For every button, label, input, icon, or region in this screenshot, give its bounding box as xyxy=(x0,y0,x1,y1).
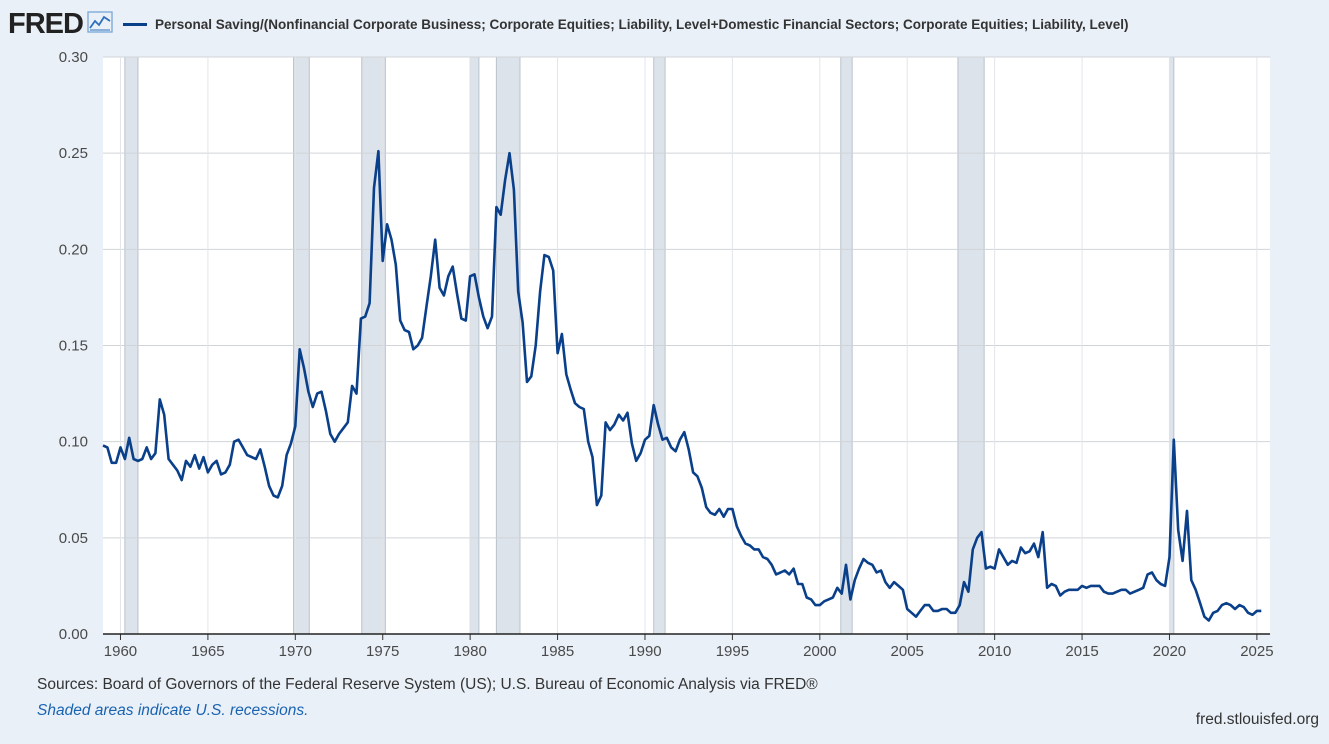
series-line[interactable] xyxy=(102,149,1262,622)
y-tick-label: 0.00 xyxy=(59,626,88,643)
y-tick-label: 0.05 xyxy=(59,530,88,547)
x-tick-label: 1965 xyxy=(191,643,224,660)
x-tick-label: 1970 xyxy=(279,643,312,660)
y-tick-label: 0.30 xyxy=(59,49,88,66)
fred-logo[interactable]: FRED xyxy=(8,7,84,40)
y-tick-label: 0.10 xyxy=(59,434,88,451)
x-tick-label: 1995 xyxy=(716,643,749,660)
x-tick-label: 1980 xyxy=(453,643,486,660)
x-tick-label: 1990 xyxy=(628,643,661,660)
x-tick-label: 2025 xyxy=(1240,643,1273,660)
legend-swatch xyxy=(122,22,147,26)
chart-header: FRED Personal Saving/(Nonfinancial Corpo… xyxy=(8,7,1321,41)
source-note: Sources: Board of Governors of the Feder… xyxy=(37,676,818,693)
y-tick-label: 0.15 xyxy=(59,338,88,355)
y-axis: 0.00 0.05 0.10 0.15 0.20 0.25 0.30 xyxy=(59,49,88,643)
y-tick-label: 0.20 xyxy=(59,241,88,258)
legend-label[interactable]: Personal Saving/(Nonfinancial Corporate … xyxy=(154,16,1129,32)
y-tick-label: 0.25 xyxy=(59,145,88,162)
x-tick-label: 2010 xyxy=(978,643,1011,660)
x-tick-label: 2015 xyxy=(1065,643,1098,660)
site-link[interactable]: fred.stlouisfed.org xyxy=(1195,711,1319,728)
recession-note: Shaded areas indicate U.S. recessions. xyxy=(37,702,309,719)
x-tick-label: 2005 xyxy=(891,643,924,660)
x-axis: 1960 1965 1970 1975 1980 1985 1990 1995 2000 2005… xyxy=(103,633,1274,660)
x-tick-label: 2000 xyxy=(803,643,836,660)
x-tick-label: 2020 xyxy=(1153,643,1186,660)
x-tick-label: 1975 xyxy=(366,643,399,660)
x-tick-label: 1985 xyxy=(541,643,574,660)
line-chart-icon xyxy=(87,10,113,38)
x-tick-label: 1960 xyxy=(104,643,137,660)
